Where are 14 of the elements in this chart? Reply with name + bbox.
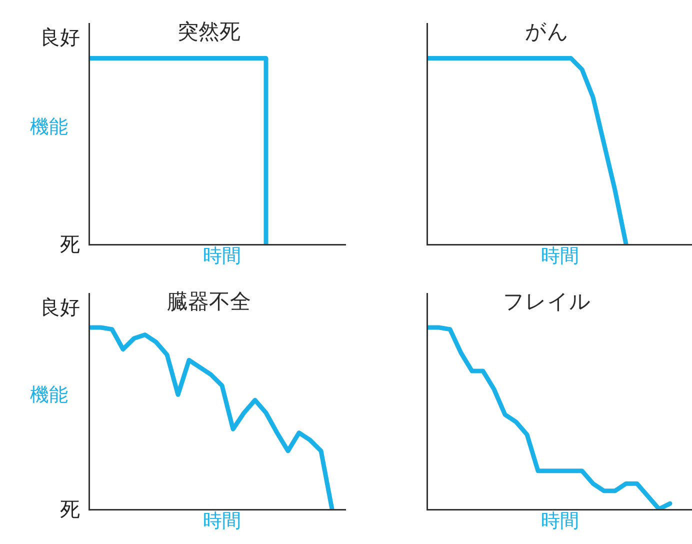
- y-axis-title: 機能: [30, 116, 68, 138]
- x-axis-title: 時間: [541, 245, 579, 268]
- y-axis-title: 機能: [30, 384, 68, 406]
- x-axis-title: 時間: [203, 510, 241, 532]
- x-axis-title: 時間: [203, 245, 241, 268]
- text: 死: [60, 232, 80, 256]
- chart-title: 臓器不全: [166, 289, 251, 314]
- text: 良好: [40, 25, 80, 49]
- x-axis-title: 時間: [541, 510, 579, 532]
- text: 死: [60, 497, 80, 521]
- chart-title: フレイル: [502, 289, 591, 314]
- text: 良好: [40, 295, 80, 319]
- chart-title: 突然死: [177, 19, 240, 44]
- chart-title: がん: [524, 19, 569, 44]
